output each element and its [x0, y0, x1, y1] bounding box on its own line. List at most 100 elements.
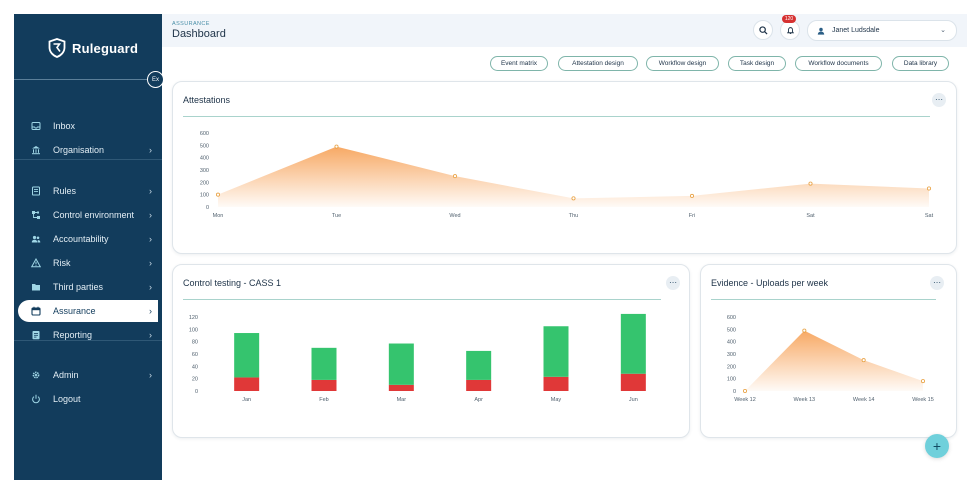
user-menu-select[interactable]: Janet Ludsdale ⌄ — [807, 20, 957, 41]
notifications-button[interactable] — [780, 20, 800, 40]
bar-segment[interactable] — [466, 379, 492, 391]
x-tick-label: Week 14 — [853, 397, 875, 403]
chevron-right-icon: › — [149, 234, 152, 244]
y-tick-label: 300 — [200, 168, 209, 174]
y-tick-label: 200 — [200, 180, 209, 186]
breadcrumb[interactable]: ASSURANCE — [172, 21, 210, 27]
sidebar-item-accountability[interactable]: Accountability › — [18, 228, 158, 250]
bell-icon — [786, 26, 794, 34]
chevron-right-icon: › — [149, 210, 152, 220]
data-point[interactable] — [571, 196, 576, 201]
y-tick-label: 600 — [200, 131, 209, 137]
pill-task-design[interactable]: Task design — [728, 56, 786, 71]
search-button[interactable] — [753, 20, 773, 40]
chevron-right-icon: › — [149, 282, 152, 292]
control-testing-chart: 120 100 80 60 40 20 0 Jan Feb Mar Apr May Jun — [189, 313, 646, 403]
inbox-icon — [30, 120, 42, 132]
pill-event-matrix[interactable]: Event matrix — [490, 56, 548, 71]
y-tick-label: 600 — [727, 315, 736, 321]
title-divider — [711, 299, 936, 300]
x-tick-label: Jan — [242, 397, 251, 403]
y-tick-label: 200 — [727, 364, 736, 370]
x-tick-label: Tue — [332, 213, 341, 219]
warning-icon — [30, 257, 42, 269]
bar-segment[interactable] — [234, 377, 260, 391]
sidebar-divider — [14, 79, 147, 80]
sidebar-item-organisation[interactable]: Organisation › — [18, 139, 158, 161]
pill-workflow-design[interactable]: Workflow design — [646, 56, 719, 71]
people-icon — [30, 233, 42, 245]
sidebar-item-third-parties[interactable]: Third parties › — [18, 276, 158, 298]
data-point[interactable] — [690, 193, 695, 198]
sidebar-item-label: Rules — [53, 186, 77, 196]
y-tick-label: 0 — [195, 389, 198, 395]
shield-logo-icon — [48, 38, 66, 58]
bar-segment[interactable] — [620, 373, 646, 391]
collapse-sidebar-button[interactable]: Ex — [147, 71, 164, 88]
y-tick-label: 0 — [733, 389, 736, 395]
x-tick-label: Mon — [213, 213, 224, 219]
bar-segment[interactable] — [543, 326, 569, 377]
card-title: Evidence - Uploads per week — [711, 278, 829, 288]
y-tick-label: 300 — [727, 352, 736, 358]
bar-segment[interactable] — [466, 350, 492, 380]
sidebar-item-risk[interactable]: Risk › — [18, 252, 158, 274]
data-point[interactable] — [861, 358, 866, 363]
sidebar-item-rules[interactable]: Rules › — [18, 180, 158, 202]
nav-divider — [14, 159, 162, 160]
more-options-button[interactable]: ⋯ — [932, 93, 946, 107]
data-point[interactable] — [802, 328, 807, 333]
sidebar-item-assurance[interactable]: Assurance › — [18, 300, 158, 322]
gear-icon — [30, 369, 42, 381]
sidebar-item-inbox[interactable]: Inbox — [18, 115, 158, 137]
title-divider — [183, 299, 661, 300]
sidebar-item-admin[interactable]: Admin › — [18, 364, 158, 386]
data-point[interactable] — [808, 181, 813, 186]
y-tick-label: 60 — [192, 352, 198, 358]
pill-data-library[interactable]: Data library — [892, 56, 949, 71]
attestations-chart: 600 500 400 300 200 100 0 Mon Tue Wed Thu Fri Sat Sat — [200, 131, 934, 219]
chevron-right-icon: › — [149, 186, 152, 196]
x-tick-label: Thu — [569, 213, 578, 219]
plus-icon: + — [932, 438, 942, 454]
y-tick-label: 100 — [727, 377, 736, 383]
user-name: Janet Ludsdale — [832, 27, 880, 34]
data-point[interactable] — [452, 174, 457, 179]
data-point[interactable] — [743, 389, 748, 394]
x-tick-label: Week 15 — [912, 397, 934, 403]
y-tick-label: 400 — [727, 340, 736, 346]
hierarchy-icon — [30, 209, 42, 221]
title-divider — [183, 116, 930, 117]
data-point[interactable] — [334, 144, 339, 149]
pill-attestation-design[interactable]: Attestation design — [558, 56, 638, 71]
bar-segment[interactable] — [388, 384, 414, 391]
more-options-button[interactable]: ⋯ — [930, 276, 944, 290]
data-point[interactable] — [920, 379, 925, 384]
add-button[interactable]: + — [925, 434, 949, 458]
page-title: Dashboard — [172, 28, 226, 40]
calendar-icon — [30, 305, 42, 317]
data-point[interactable] — [216, 192, 221, 197]
x-tick-label: Jun — [629, 397, 638, 403]
more-options-button[interactable]: ⋯ — [666, 276, 680, 290]
power-icon — [30, 393, 42, 405]
y-tick-label: 20 — [192, 377, 198, 383]
bar-segment[interactable] — [543, 376, 569, 391]
pill-workflow-documents[interactable]: Workflow documents — [795, 56, 882, 71]
bar-segment[interactable] — [311, 379, 337, 391]
x-tick-label: Sat — [806, 213, 815, 219]
chevron-down-icon: ⌄ — [940, 27, 946, 34]
notification-count-badge: 120 — [782, 15, 796, 23]
bar-segment[interactable] — [234, 333, 260, 378]
data-point[interactable] — [927, 186, 932, 191]
bar-segment[interactable] — [620, 313, 646, 374]
brand-logo[interactable]: Ruleguard — [48, 38, 138, 58]
sidebar-item-logout[interactable]: Logout — [18, 388, 158, 410]
card-title: Control testing - CASS 1 — [183, 278, 282, 288]
sidebar-item-reporting[interactable]: Reporting › — [18, 324, 158, 346]
evidence-card: Evidence - Uploads per week ⋯ 600 500 400 3… — [700, 264, 957, 438]
bar-segment[interactable] — [388, 343, 414, 385]
sidebar-item-control-environment[interactable]: Control environment › — [18, 204, 158, 226]
bar-segment[interactable] — [311, 347, 337, 380]
